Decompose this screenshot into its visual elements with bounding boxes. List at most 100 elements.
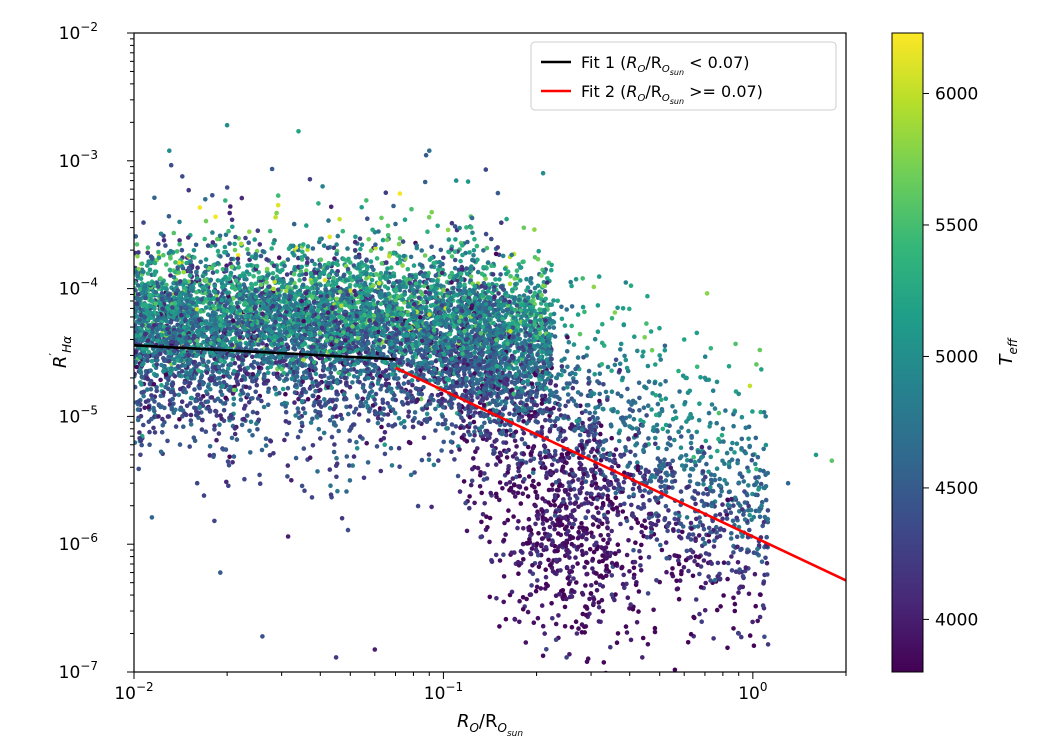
scatter-point xyxy=(408,472,414,478)
scatter-point xyxy=(575,561,580,566)
scatter-point xyxy=(569,304,575,309)
scatter-point xyxy=(615,305,620,311)
scatter-point xyxy=(318,373,323,379)
scatter-point xyxy=(724,516,730,521)
scatter-point xyxy=(549,262,554,268)
scatter-point xyxy=(478,472,483,478)
scatter-point xyxy=(547,429,553,434)
scatter-point xyxy=(570,385,576,391)
scatter-point xyxy=(334,474,339,480)
scatter-point xyxy=(386,422,391,428)
scatter-point xyxy=(222,244,228,250)
scatter-point xyxy=(628,602,633,607)
scatter-point xyxy=(433,273,439,278)
scatter-point xyxy=(212,518,217,524)
scatter-point xyxy=(718,604,723,609)
scatter-point xyxy=(237,364,242,370)
scatter-point xyxy=(579,521,584,526)
scatter-point xyxy=(566,528,571,534)
scatter-point xyxy=(429,504,434,510)
scatter-point xyxy=(320,184,325,189)
scatter-point xyxy=(332,442,337,447)
scatter-point xyxy=(228,270,234,276)
scatter-point xyxy=(596,274,602,279)
scatter-point xyxy=(598,423,604,429)
scatter-point xyxy=(653,441,658,447)
scatter-point xyxy=(305,247,310,253)
scatter-point xyxy=(662,343,668,349)
scatter-point xyxy=(449,254,455,259)
scatter-point xyxy=(570,478,576,484)
scatter-point xyxy=(542,364,547,370)
scatter-point xyxy=(559,316,565,322)
scatter-point xyxy=(508,428,513,433)
scatter-point xyxy=(139,442,144,448)
scatter-point xyxy=(600,492,606,497)
scatter-point xyxy=(359,205,365,210)
scatter-point xyxy=(703,580,708,586)
scatter-point xyxy=(731,626,736,631)
scatter-point xyxy=(655,445,661,451)
scatter-point xyxy=(541,526,547,532)
scatter-point xyxy=(705,492,710,497)
scatter-point xyxy=(540,536,545,541)
scatter-point xyxy=(151,425,156,431)
scatter-point xyxy=(397,464,402,470)
scatter-point xyxy=(642,518,647,523)
scatter-point xyxy=(511,434,516,439)
scatter-point xyxy=(137,430,142,435)
scatter-point xyxy=(491,320,497,326)
scatter-point xyxy=(495,190,501,196)
scatter-point xyxy=(472,500,477,506)
scatter-point xyxy=(214,413,220,418)
scatter-point xyxy=(706,539,712,544)
scatter-point xyxy=(559,368,565,373)
scatter-point xyxy=(543,567,548,572)
scatter-point xyxy=(321,365,327,371)
scatter-point xyxy=(246,240,251,245)
scatter-point xyxy=(732,601,738,607)
scatter-point xyxy=(638,563,643,568)
scatter-point xyxy=(439,363,445,368)
scatter-point xyxy=(264,280,269,285)
scatter-point xyxy=(585,656,591,661)
scatter-point xyxy=(565,576,571,581)
scatter-point xyxy=(152,430,158,435)
scatter-point xyxy=(556,613,561,618)
scatter-point xyxy=(751,643,757,648)
scatter-point xyxy=(191,248,197,253)
scatter-point xyxy=(364,292,369,298)
scatter-point xyxy=(433,358,439,364)
scatter-point xyxy=(305,244,311,249)
scatter-point xyxy=(746,468,751,474)
scatter-point xyxy=(164,262,169,267)
scatter-point xyxy=(134,440,138,445)
scatter-point xyxy=(569,283,574,289)
scatter-point xyxy=(521,312,527,318)
scatter-point xyxy=(729,531,734,536)
scatter-point xyxy=(685,640,691,645)
scatter-point xyxy=(735,460,740,466)
scatter-point xyxy=(591,515,597,520)
scatter-point xyxy=(504,449,509,455)
scatter-point xyxy=(416,420,422,425)
scatter-point xyxy=(243,384,249,390)
scatter-point xyxy=(638,418,643,423)
scatter-point xyxy=(267,284,272,289)
scatter-point xyxy=(511,297,517,302)
scatter-point xyxy=(574,496,580,501)
scatter-point xyxy=(631,575,637,580)
scatter-point xyxy=(178,407,183,412)
scatter-point xyxy=(626,538,631,543)
scatter-point xyxy=(353,283,358,288)
scatter-point xyxy=(681,565,687,570)
scatter-point xyxy=(327,234,333,240)
scatter-point xyxy=(445,227,451,233)
scatter-point xyxy=(291,221,297,227)
scatter-point xyxy=(583,550,589,556)
scatter-point xyxy=(283,391,288,397)
scatter-point xyxy=(553,621,559,627)
scatter-point xyxy=(701,482,706,487)
scatter-point xyxy=(470,257,475,263)
